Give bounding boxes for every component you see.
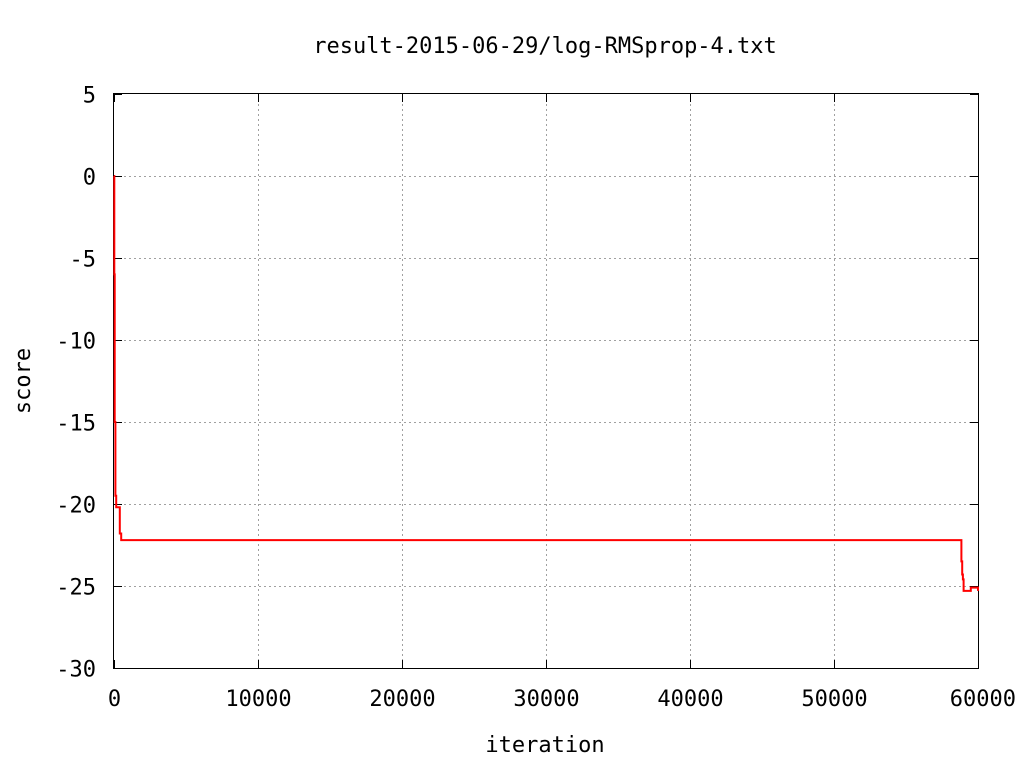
ticks: -30 -25 -20 -15 -10 -5 0 5 0 10000 20000 30000 40000…	[56, 84, 1016, 713]
y-tick-label: -15	[56, 412, 96, 437]
x-tick-label: 20000	[369, 687, 435, 712]
series-layer	[113, 175, 979, 592]
x-tick-label: 10000	[225, 687, 291, 712]
y-tick-label: -10	[56, 330, 96, 355]
series-line	[113, 175, 979, 592]
y-tick-label: -20	[56, 494, 96, 519]
y-tick-label: 5	[83, 84, 96, 109]
y-tick-label: -30	[56, 658, 96, 683]
y-tick-label: -25	[56, 576, 96, 601]
y-tick-label: 0	[83, 166, 96, 191]
x-tick-label: 30000	[513, 687, 579, 712]
x-tick-label: 0	[108, 687, 121, 712]
y-axis-label: score	[11, 348, 36, 414]
x-tick-label: 40000	[657, 687, 723, 712]
x-tick-label: 50000	[801, 687, 867, 712]
grid	[114, 94, 978, 668]
x-tick-label: 60000	[950, 687, 1016, 712]
x-axis-label: iteration	[485, 733, 604, 758]
plot-frame	[113, 93, 979, 669]
chart-title: result-2015-06-29/log-RMSprop-4.txt	[313, 34, 777, 59]
y-tick-label: -5	[70, 248, 97, 273]
